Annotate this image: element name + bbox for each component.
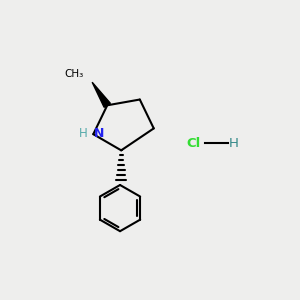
Text: H: H: [79, 127, 88, 140]
Text: H: H: [229, 137, 239, 150]
Text: N: N: [94, 127, 104, 140]
Text: CH₃: CH₃: [65, 69, 84, 79]
Text: Cl: Cl: [186, 137, 200, 150]
Polygon shape: [92, 82, 110, 107]
